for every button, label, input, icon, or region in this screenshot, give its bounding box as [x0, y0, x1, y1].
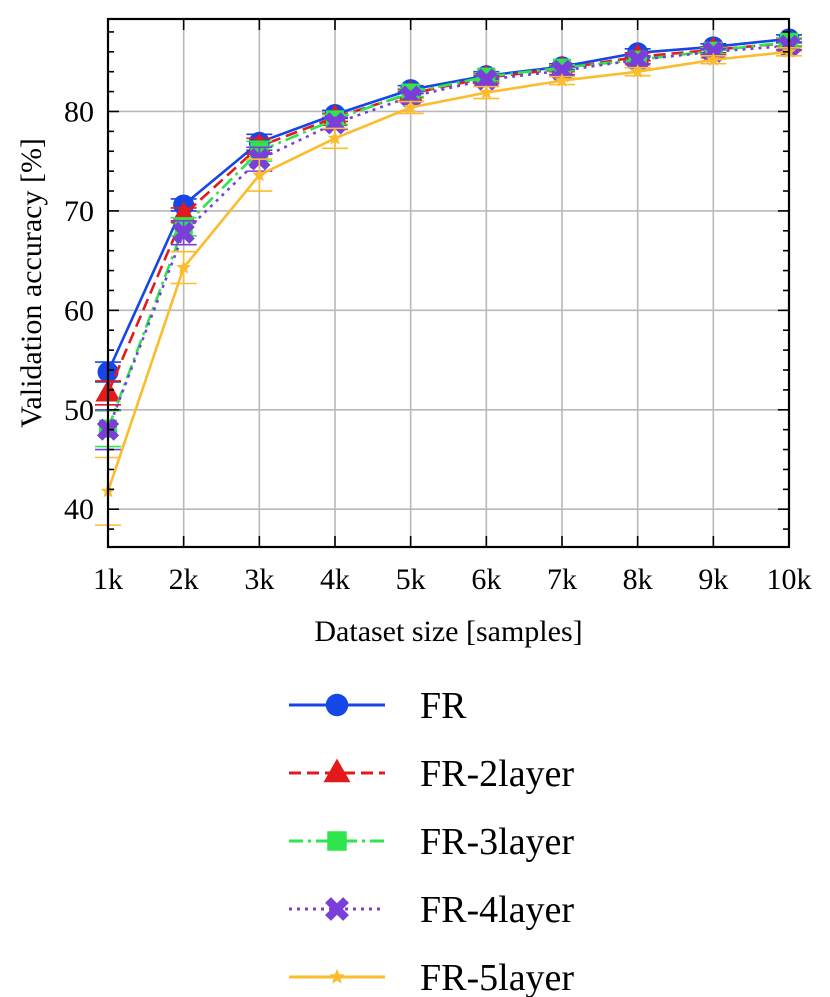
legend-marker: [329, 968, 345, 984]
y-tick-label: 40: [64, 493, 94, 526]
legend-label: FR-2layer: [420, 753, 574, 795]
x-tick-label: 4k: [320, 563, 350, 596]
data-point: [475, 68, 498, 91]
series-FR: [95, 28, 802, 383]
series-line: [106, 40, 790, 430]
x-tick-label: 7k: [547, 563, 577, 596]
x-tick-label: 3k: [244, 563, 274, 596]
x-tick-label: 1k: [93, 563, 123, 596]
series-line: [106, 41, 790, 394]
grid: [108, 19, 789, 547]
x-tick-label: 5k: [396, 563, 426, 596]
y-tick-label: 80: [64, 95, 94, 128]
legend-label: FR-4layer: [420, 889, 574, 931]
legend-entry: FR-2layer: [289, 753, 574, 795]
legend-entry: FR-5layer: [289, 957, 574, 997]
data-point: [479, 84, 494, 99]
data-point: [327, 130, 343, 145]
series-line: [106, 37, 790, 373]
legend-marker: [323, 758, 351, 783]
plot-frame: [106, 17, 791, 549]
x-tick-label: 2k: [169, 563, 199, 596]
data-point: [176, 259, 191, 274]
series-FR-5layer: [95, 44, 802, 526]
x-tick-label: 10k: [767, 563, 812, 596]
tick-labels: 1k 2k 3k 4k 5k 6k 7k 8k 9k 10k 40 50 60 70 80: [64, 95, 812, 596]
x-tick-label: 8k: [623, 563, 653, 596]
data-point: [630, 64, 645, 78]
data-point: [706, 52, 721, 66]
series-line: [106, 44, 790, 431]
legend-entry: FR: [289, 685, 467, 727]
axis-ticks: [107, 19, 790, 547]
y-tick-label: 60: [64, 294, 94, 327]
data-point: [554, 72, 570, 87]
x-axis-label: Dataset size [samples]: [314, 615, 582, 648]
legend-marker: [325, 693, 349, 717]
legend-label: FR-5layer: [420, 957, 574, 997]
x-tick-label: 6k: [471, 563, 501, 596]
legend-label: FR: [420, 685, 467, 727]
data-point: [252, 167, 267, 182]
legend-entry: FR-3layer: [289, 821, 574, 863]
y-tick-label: 70: [64, 195, 94, 228]
legend-marker: [327, 831, 347, 851]
y-axis-label: Validation accuracy [%]: [15, 138, 48, 428]
legend-marker: [325, 897, 349, 921]
series-line: [106, 50, 790, 492]
series-FR-3layer: [95, 32, 802, 448]
x-tick-label: 9k: [698, 563, 728, 596]
data-point: [172, 221, 195, 244]
legend-label: FR-3layer: [420, 821, 574, 863]
y-tick-label: 50: [64, 394, 94, 427]
legend: FR FR-2layer FR-3layer FR-4layer FR-5layer: [289, 685, 574, 997]
data-point: [626, 48, 649, 71]
data-point: [403, 99, 418, 114]
legend-entry: FR-4layer: [289, 889, 574, 931]
plot-series: [95, 28, 802, 526]
